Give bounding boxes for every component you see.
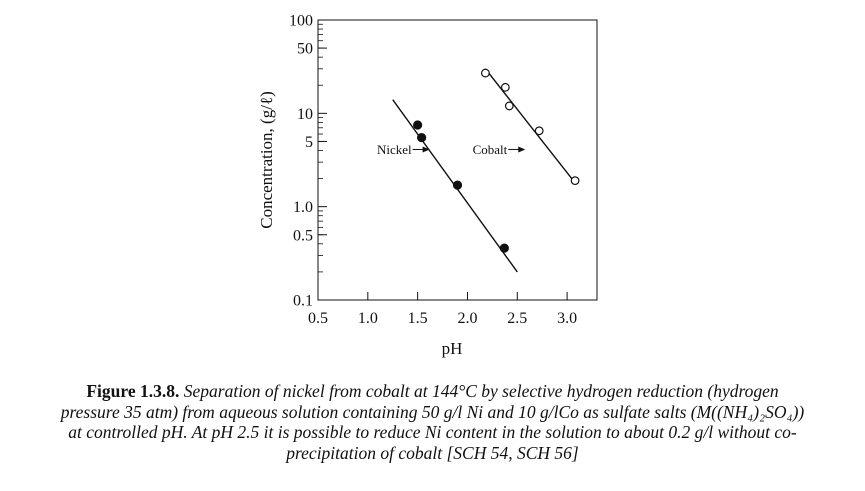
cobalt-annotation-label: Cobalt bbox=[473, 142, 508, 157]
cobalt-annotation-arrow-head bbox=[518, 146, 526, 153]
nickel-data-point bbox=[499, 243, 509, 253]
nickel-data-point bbox=[413, 120, 423, 130]
y-tick-label: 50 bbox=[297, 41, 313, 58]
x-tick-label: 3.0 bbox=[557, 310, 577, 327]
cobalt-data-point bbox=[500, 82, 510, 92]
figure-caption: Figure 1.3.8. Separation of nickel from … bbox=[60, 381, 805, 463]
x-tick-label: 1.5 bbox=[408, 310, 428, 327]
cobalt-fit-line bbox=[484, 68, 576, 184]
cobalt-data-point bbox=[570, 176, 580, 186]
x-tick-labels: 0.5 1.0 1.5 2.0 2.5 3.0 bbox=[308, 310, 577, 327]
cobalt-data-point bbox=[534, 126, 544, 136]
x-axis-label: pH bbox=[442, 339, 463, 358]
series-annotations: Nickel Cobalt bbox=[377, 142, 526, 157]
y-tick-label: 0.1 bbox=[293, 293, 313, 310]
x-tick-label: 2.5 bbox=[507, 310, 527, 327]
plot-frame bbox=[317, 19, 598, 301]
y-tick-label: 5 bbox=[305, 134, 313, 151]
y-tick-labels: 100 50 10 5 1.0 0.5 0.1 bbox=[289, 13, 313, 310]
nickel-annotation-arrow-head bbox=[422, 146, 430, 153]
major-tick-marks bbox=[317, 19, 568, 301]
figure-label: Figure 1.3.8. bbox=[86, 381, 180, 401]
cobalt-data-point bbox=[481, 68, 490, 78]
fit-lines bbox=[392, 68, 576, 273]
x-tick-label: 1.0 bbox=[358, 310, 378, 327]
y-tick-label: 100 bbox=[289, 13, 313, 30]
x-tick-label: 2.0 bbox=[457, 310, 477, 327]
x-tick-label: 0.5 bbox=[308, 310, 328, 327]
nickel-data-point bbox=[452, 180, 463, 190]
y-tick-label: 1.0 bbox=[293, 199, 313, 216]
y-axis-label: Concentration, (g/ℓ) bbox=[257, 91, 276, 229]
y-tick-label: 10 bbox=[297, 106, 313, 123]
nickel-annotation-label: Nickel bbox=[377, 142, 412, 157]
y-tick-label: 0.5 bbox=[293, 227, 313, 244]
data-points bbox=[413, 68, 580, 253]
cobalt-data-point bbox=[504, 101, 514, 111]
figure-caption-text: Separation of nickel from cobalt at 144°… bbox=[60, 381, 805, 463]
nickel-data-point bbox=[417, 132, 427, 143]
